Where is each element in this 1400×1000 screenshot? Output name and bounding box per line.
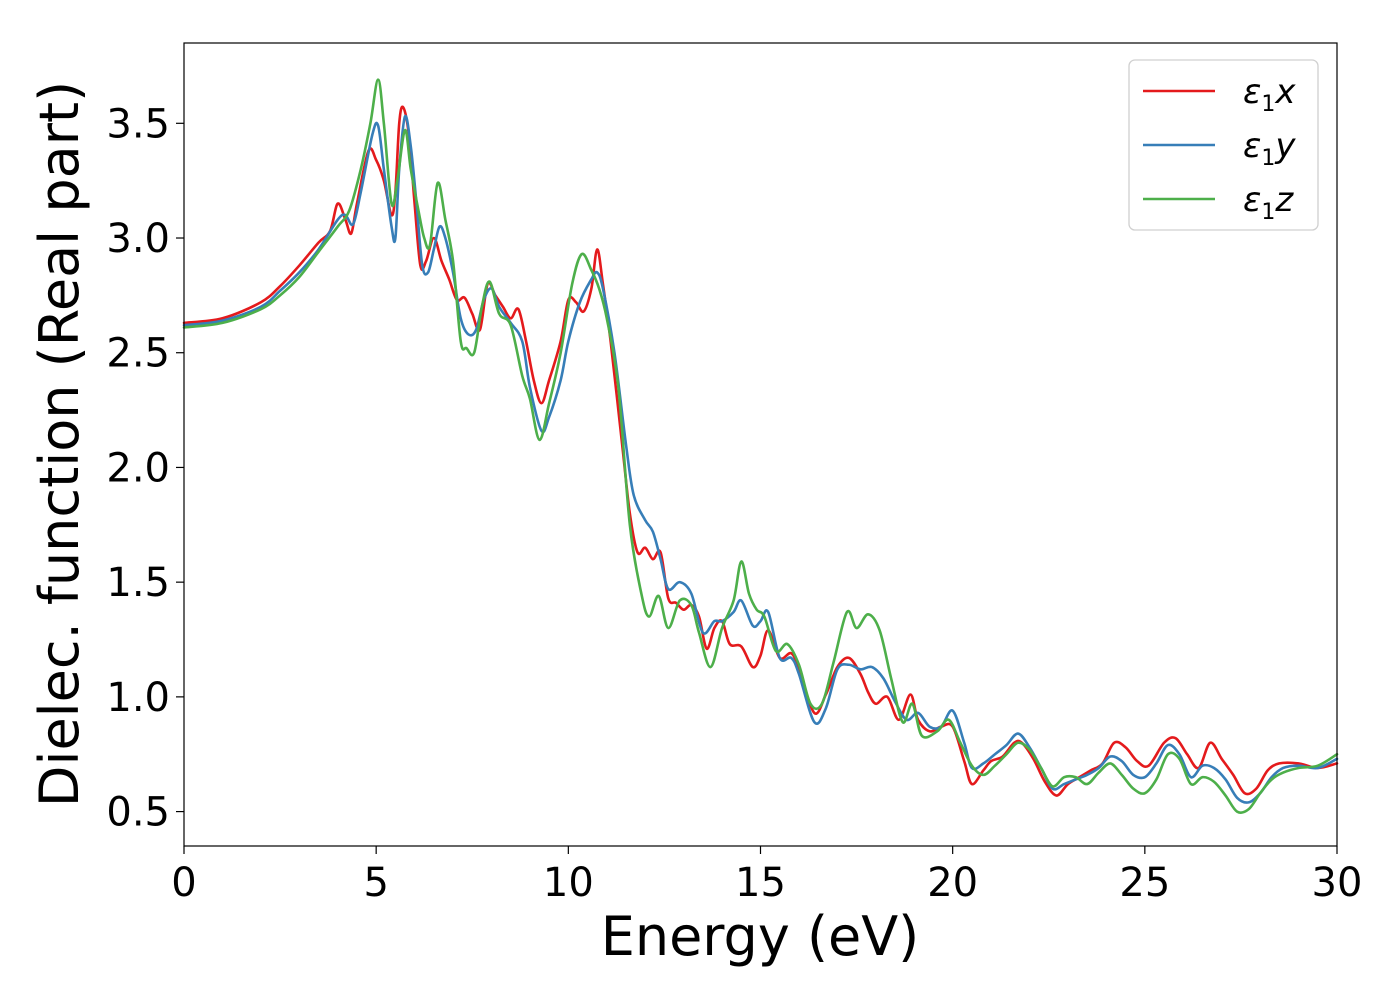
legend-label-3: ε1z xyxy=(1243,180,1294,225)
x-tick-label: 15 xyxy=(735,860,786,906)
series-layer xyxy=(182,78,1339,814)
x-tick-label: 25 xyxy=(1119,860,1170,906)
x-tick-label: 0 xyxy=(171,860,196,906)
x-tick-label: 5 xyxy=(363,860,388,906)
x-ticks: 0 5 10 15 20 25 30 xyxy=(171,846,1362,906)
series-line-2 xyxy=(182,114,1339,804)
x-axis-title: Energy (eV) xyxy=(601,905,920,968)
series-line-3 xyxy=(182,78,1339,814)
legend: ε1x ε1y ε1z xyxy=(1128,59,1319,231)
y-tick-label: 1.5 xyxy=(106,560,170,606)
y-tick-label: 2.0 xyxy=(106,445,170,491)
x-tick-label: 10 xyxy=(543,860,594,906)
y-tick-label: 0.5 xyxy=(106,790,170,836)
x-tick-label: 30 xyxy=(1312,860,1363,906)
x-tick-label: 20 xyxy=(927,860,978,906)
y-tick-label: 3.5 xyxy=(106,101,170,147)
y-tick-label: 1.0 xyxy=(106,675,170,721)
legend-frame xyxy=(1128,59,1319,231)
legend-label-2: ε1y xyxy=(1243,126,1296,171)
y-axis-title: Dielec. function (Real part) xyxy=(28,81,91,807)
y-tick-label: 3.0 xyxy=(106,216,170,262)
y-ticks: 0.5 1.0 1.5 2.0 2.5 3.0 3.5 xyxy=(106,101,184,836)
legend-label-1: ε1x xyxy=(1243,72,1296,117)
legend-items: ε1x ε1y ε1z xyxy=(1143,72,1296,225)
y-tick-label: 2.5 xyxy=(106,331,170,377)
